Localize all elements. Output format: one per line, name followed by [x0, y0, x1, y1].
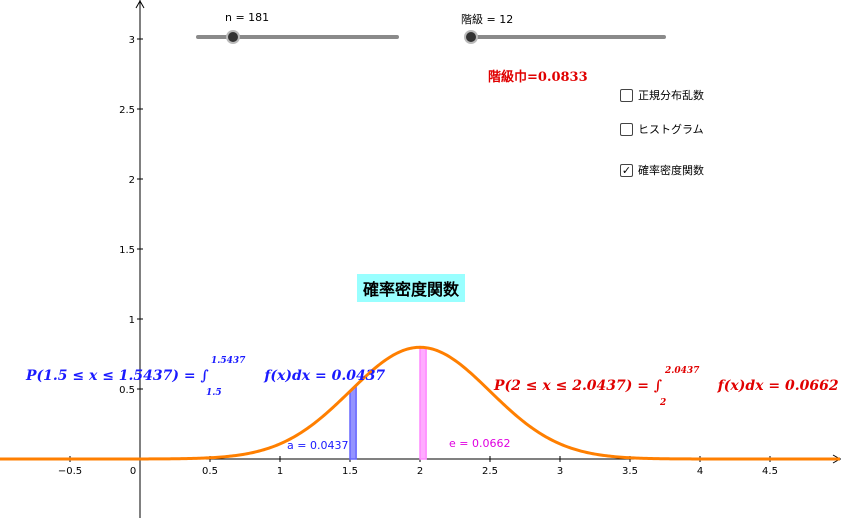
- check-icon: ✓: [621, 163, 632, 177]
- slider-n-track[interactable]: [196, 35, 399, 39]
- slider-class-knob[interactable]: [464, 30, 478, 44]
- checkbox-box-checked[interactable]: ✓: [620, 163, 633, 177]
- x-tick-label: −0.5: [58, 466, 82, 477]
- y-tick-label: 2: [129, 175, 135, 186]
- slider-n-knob[interactable]: [226, 30, 240, 44]
- checkbox-normal-random[interactable]: 正規分布乱数: [620, 87, 704, 103]
- area-e-label: e = 0.0662: [449, 437, 511, 450]
- x-tick-label: 3: [557, 466, 563, 477]
- area-a-label: a = 0.0437: [287, 439, 349, 452]
- checkbox-label: 確率密度関数: [638, 164, 704, 177]
- left-lower-limit: 1.5: [206, 388, 222, 398]
- area-a: [349, 383, 357, 460]
- shaded-areas: [349, 346, 427, 460]
- x-tick-label: 0: [130, 466, 136, 477]
- checkbox-box[interactable]: [620, 122, 633, 136]
- x-tick-label: 2: [417, 466, 423, 477]
- slider-class-track[interactable]: [465, 35, 666, 39]
- slider-class-label: 階級 = 12: [461, 13, 514, 26]
- right-probability-formula: P(2 ≤ x ≤ 2.0437) = ∫ f(x)dx = 0.0662: [494, 378, 839, 394]
- x-tick-label: 4: [697, 466, 703, 477]
- x-tick-label: 4.5: [762, 466, 778, 477]
- right-lower-limit: 2: [660, 398, 667, 408]
- x-tick-label: 3.5: [622, 466, 638, 477]
- checkbox-label: ヒストグラム: [638, 123, 704, 136]
- y-tick-label: 0.5: [119, 385, 135, 396]
- formula-lhs: P(1.5 ≤ x ≤ 1.5437) = ∫: [26, 368, 209, 384]
- checkbox-label: 正規分布乱数: [638, 89, 704, 102]
- left-probability-formula: P(1.5 ≤ x ≤ 1.5437) = ∫ f(x)dx = 0.0437: [26, 368, 385, 384]
- formula-rhs: f(x)dx = 0.0662: [717, 378, 839, 394]
- y-axis-arrow-icon: [135, 0, 145, 9]
- right-upper-limit: 2.0437: [665, 366, 700, 376]
- y-tick-label: 1: [129, 315, 135, 326]
- slider-n-label: n = 181: [225, 11, 270, 24]
- y-tick-label: 1.5: [119, 245, 135, 256]
- checkbox-histogram[interactable]: ヒストグラム: [620, 121, 704, 137]
- graph-title: 確率密度関数: [357, 274, 466, 302]
- y-tick-label: 2.5: [119, 105, 135, 116]
- formula-lhs: P(2 ≤ x ≤ 2.0437) = ∫: [494, 378, 662, 394]
- formula-rhs: f(x)dx = 0.0437: [264, 368, 386, 384]
- checkbox-density-function[interactable]: ✓ 確率密度関数: [620, 162, 704, 178]
- x-tick-label: 1.5: [342, 466, 358, 477]
- left-upper-limit: 1.5437: [211, 356, 246, 366]
- x-tick-label: 1: [277, 466, 283, 477]
- area-e: [419, 346, 427, 460]
- density-curve: [0, 345, 840, 461]
- y-tick-label: 3: [129, 35, 135, 46]
- checkbox-box[interactable]: [620, 88, 633, 102]
- x-tick-label: 0.5: [202, 466, 218, 477]
- class-width-text: 階級巾=0.0833: [488, 70, 588, 85]
- x-tick-label: 2.5: [482, 466, 498, 477]
